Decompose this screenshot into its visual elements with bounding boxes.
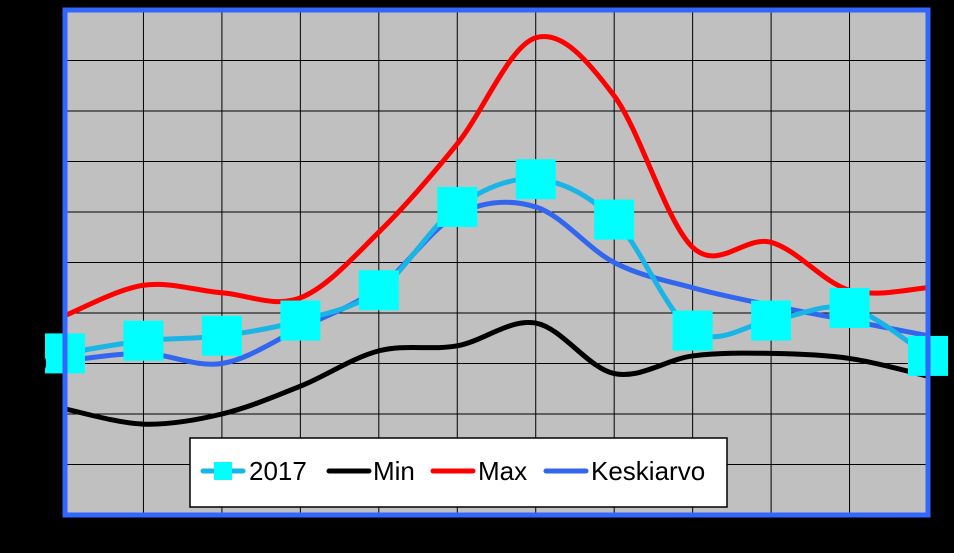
data-point-2017 <box>751 300 792 341</box>
y-tick-label: 0 <box>35 351 47 376</box>
data-point-2017 <box>594 199 635 240</box>
legend-label: 2017 <box>249 456 307 486</box>
data-point-2017 <box>358 270 399 311</box>
series-line-min <box>62 319 931 427</box>
data-point-2017 <box>829 287 870 328</box>
legend: 2017 Min Max Keskiarvo <box>189 437 728 508</box>
data-point-2017 <box>280 300 321 341</box>
legend-marker-2017 <box>214 462 232 480</box>
legend-label: Keskiarvo <box>591 456 705 486</box>
legend-label: Min <box>373 456 415 486</box>
legend-label: Max <box>478 456 527 486</box>
series-line-max <box>62 34 931 319</box>
data-point-2017 <box>437 186 478 227</box>
plot-frame <box>62 7 931 518</box>
data-point-2017 <box>672 310 713 351</box>
data-point-2017 <box>123 320 164 361</box>
data-point-2017 <box>515 159 556 200</box>
data-point-2017 <box>201 315 242 356</box>
series-layer <box>45 34 948 427</box>
